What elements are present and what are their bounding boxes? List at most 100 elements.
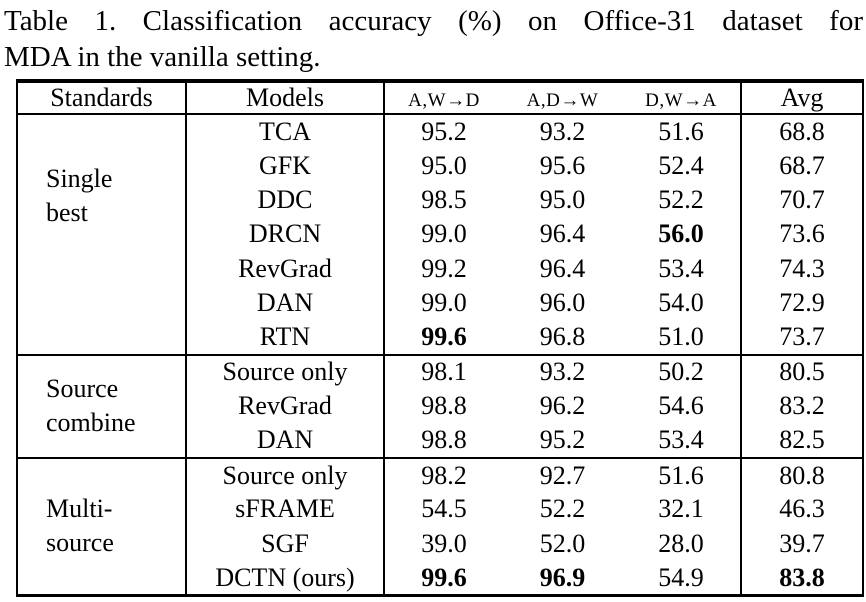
model-cell: DDC xyxy=(186,182,385,218)
accuracy-value-cell: 54.6 xyxy=(622,389,742,424)
accuracy-value-cell: 50.2 xyxy=(622,353,742,390)
accuracy-value-cell: 96.4 xyxy=(539,219,586,249)
accuracy-value-cell: 53.4 xyxy=(622,423,742,458)
avg-value-cell: 72.9 xyxy=(779,288,825,318)
table-caption: Table 1. Classification accuracy (%) on … xyxy=(0,0,866,75)
model-cell: RevGrad xyxy=(186,389,385,424)
accuracy-value-cell: 52.2 xyxy=(622,182,742,218)
avg-value-cell: 39.7 xyxy=(779,528,825,558)
accuracy-value-cell: 98.2 xyxy=(384,456,503,493)
caption-line-2: MDA in the vanilla setting. xyxy=(4,41,321,73)
accuracy-value-cell: 51.6 xyxy=(622,114,742,149)
accuracy-value-cell: 51.6 xyxy=(622,456,742,493)
table-row: RTN 99.6 96.8 51.0 73.7 xyxy=(17,320,863,355)
standards-cell: Source combine xyxy=(17,353,187,458)
accuracy-value-cell: 52.0 xyxy=(539,528,586,558)
table-row: DRCN 99.0 96.4 56.0 73.6 xyxy=(17,217,863,252)
standards-label: Single best xyxy=(46,164,113,228)
accuracy-value-cell: 98.1 xyxy=(384,353,503,390)
accuracy-value-cell: 32.1 xyxy=(622,492,742,527)
table-row: DCTN (ours) 99.6 96.9 54.9 83.8 xyxy=(17,561,863,596)
caption-line-1: Table 1. Classification accuracy (%) on … xyxy=(4,5,863,37)
accuracy-value-cell: 99.6 xyxy=(421,562,467,592)
table-body: Single best TCA 95.2 93.2 51.6 68.8 GFK 95.0 95.6… xyxy=(17,114,863,596)
accuracy-value-cell: 98.8 xyxy=(421,391,467,421)
avg-value-cell: 82.5 xyxy=(779,425,825,455)
accuracy-value-cell: 98.5 xyxy=(421,184,467,214)
models-column-header: Models xyxy=(186,81,385,115)
accuracy-value-cell: 54.5 xyxy=(421,494,467,524)
accuracy-value-cell: 52.2 xyxy=(539,494,586,524)
header-row: Standards Models A,W→D A,D→W D,W→A Avg xyxy=(17,81,863,115)
model-cell: Source only xyxy=(186,456,385,493)
accuracy-value-cell: 96.9 xyxy=(539,562,586,592)
table-header: Standards Models A,W→D A,D→W D,W→A Avg xyxy=(17,81,863,115)
accuracy-value-cell: 96.2 xyxy=(539,391,586,421)
accuracy-value-cell: 93.2 xyxy=(503,353,622,390)
model-cell: SGF xyxy=(186,526,385,562)
accuracy-value-cell: 95.6 xyxy=(539,150,586,180)
model-cell: RTN xyxy=(186,320,385,355)
accuracy-value-cell: 52.4 xyxy=(622,148,742,183)
avg-value-cell: 70.7 xyxy=(779,184,825,214)
standards-cell: Single best xyxy=(17,114,187,355)
accuracy-value-cell: 95.0 xyxy=(539,184,586,214)
model-cell: DRCN xyxy=(186,217,385,252)
avg-value-cell: 73.6 xyxy=(779,219,825,249)
table-row: Multi-source Source only 98.2 92.7 51.6 80.8 xyxy=(17,456,863,596)
accuracy-value-cell: 99.2 xyxy=(421,253,467,283)
table-row: Single best TCA 95.2 93.2 51.6 68.8 xyxy=(17,114,863,355)
accuracy-value-cell: 92.7 xyxy=(503,456,622,493)
accuracy-value-cell: 28.0 xyxy=(622,526,742,562)
task-column-header-awd: A,W→D xyxy=(384,81,503,115)
accuracy-value-cell: 99.0 xyxy=(421,288,467,318)
task-column-header-dwa: D,W→A xyxy=(622,81,742,115)
accuracy-value-cell: 39.0 xyxy=(421,528,467,558)
table-row: GFK 95.0 95.6 52.4 68.7 xyxy=(17,148,863,183)
table-row: SGF 39.0 52.0 28.0 39.7 xyxy=(17,526,863,562)
avg-value-cell: 80.8 xyxy=(741,456,863,493)
table-row: RevGrad 99.2 96.4 53.4 74.3 xyxy=(17,251,863,286)
accuracy-value-cell: 95.0 xyxy=(421,150,467,180)
model-cell: TCA xyxy=(186,114,385,149)
accuracy-value-cell: 53.4 xyxy=(622,251,742,286)
accuracy-value-cell: 93.2 xyxy=(539,116,586,146)
avg-value-cell: 68.7 xyxy=(779,150,825,180)
avg-value-cell: 83.2 xyxy=(779,391,825,421)
avg-value-cell: 83.8 xyxy=(779,562,825,592)
standards-label: Source combine xyxy=(46,374,136,438)
table-row: DAN 99.0 96.0 54.0 72.9 xyxy=(17,285,863,321)
standards-cell: Multi-source xyxy=(17,456,187,596)
accuracy-value-cell: 99.6 xyxy=(421,322,467,352)
accuracy-value-cell: 54.9 xyxy=(622,561,742,596)
avg-value-cell: 46.3 xyxy=(779,494,825,524)
accuracy-value-cell: 56.0 xyxy=(622,217,742,252)
accuracy-value-cell: 54.0 xyxy=(622,285,742,321)
model-cell: Source only xyxy=(186,353,385,390)
model-cell: DCTN (ours) xyxy=(186,561,385,596)
avg-value-cell: 80.5 xyxy=(741,353,863,390)
table-row: DAN 98.8 95.2 53.4 82.5 xyxy=(17,423,863,458)
task-column-header-adw: A,D→W xyxy=(503,81,622,115)
model-cell: DAN xyxy=(186,285,385,321)
accuracy-value-cell: 98.8 xyxy=(421,425,467,455)
accuracy-value-cell: 99.0 xyxy=(421,219,467,249)
model-cell: sFRAME xyxy=(186,492,385,527)
accuracy-value-cell: 95.2 xyxy=(421,116,467,146)
table-row: DDC 98.5 95.0 52.2 70.7 xyxy=(17,182,863,218)
standards-column-header: Standards xyxy=(17,81,187,115)
accuracy-value-cell: 96.8 xyxy=(539,322,586,352)
model-cell: RevGrad xyxy=(186,251,385,286)
model-cell: DAN xyxy=(186,423,385,458)
accuracy-value-cell: 51.0 xyxy=(622,320,742,355)
avg-value-cell: 68.8 xyxy=(779,116,825,146)
accuracy-value-cell: 96.4 xyxy=(539,253,586,283)
results-table: Standards Models A,W→D A,D→W D,W→A Avg S… xyxy=(16,79,864,597)
avg-value-cell: 73.7 xyxy=(779,322,825,352)
table-row: Source combine Source only 98.1 93.2 50.2 80.5 xyxy=(17,353,863,458)
table-row: sFRAME 54.5 52.2 32.1 46.3 xyxy=(17,492,863,527)
standards-label: Multi-source xyxy=(46,494,114,558)
accuracy-value-cell: 96.0 xyxy=(539,288,586,318)
avg-value-cell: 74.3 xyxy=(779,253,825,283)
accuracy-value-cell: 95.2 xyxy=(539,425,586,455)
